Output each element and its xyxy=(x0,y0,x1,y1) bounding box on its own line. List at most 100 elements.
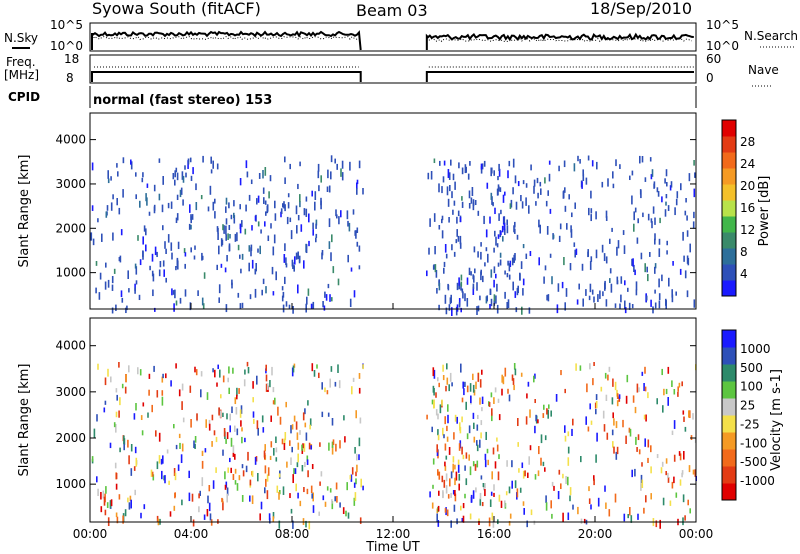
power-cell xyxy=(297,183,299,190)
velocity-cell xyxy=(353,482,356,488)
velocity-cell xyxy=(476,460,479,468)
velocity-cell xyxy=(161,390,164,396)
power-cell xyxy=(521,201,524,209)
power-cell xyxy=(635,289,638,296)
velocity-cell xyxy=(160,458,163,465)
power-cell xyxy=(495,273,497,279)
power-cell xyxy=(644,263,646,273)
power-cell xyxy=(331,297,333,302)
power-cell xyxy=(443,261,446,268)
power-cell xyxy=(537,192,539,199)
velocity-cell xyxy=(618,394,621,399)
power-cell xyxy=(654,233,656,241)
power-cell xyxy=(433,213,436,222)
velocity-cell xyxy=(644,366,646,374)
velocity-cell xyxy=(562,473,564,479)
power-cell xyxy=(462,291,464,299)
power-cell xyxy=(640,252,643,260)
velocity-cell xyxy=(579,365,582,371)
velocity-cell xyxy=(472,373,474,381)
power-cell xyxy=(435,270,438,278)
power-cell xyxy=(468,267,471,276)
velocity-colorbar-tick: -500 xyxy=(740,455,767,469)
velocity-cell xyxy=(498,454,500,460)
velocity-cell xyxy=(447,494,450,499)
velocity-cell xyxy=(560,370,562,376)
velocity-cell xyxy=(228,387,230,395)
velocity-cell xyxy=(456,416,458,424)
power-cell xyxy=(652,206,655,214)
velocity-cell xyxy=(448,384,450,392)
velocity-cell xyxy=(234,480,237,485)
power-cell xyxy=(539,181,542,187)
velocity-cell xyxy=(140,512,142,519)
power-cell xyxy=(221,239,224,246)
velocity-cell xyxy=(595,400,598,409)
power-cell xyxy=(254,268,257,275)
power-cell xyxy=(135,266,138,275)
power-cell xyxy=(495,236,497,246)
power-cell xyxy=(587,249,589,257)
power-cell xyxy=(207,206,210,212)
velocity-cell xyxy=(669,500,672,506)
power-cell xyxy=(142,172,144,178)
power-cell xyxy=(250,247,252,257)
power-cell xyxy=(231,279,233,286)
power-cell xyxy=(664,209,667,217)
power-cell xyxy=(214,198,216,204)
power-cell xyxy=(362,188,364,195)
velocity-cell xyxy=(260,501,263,510)
velocity-cell xyxy=(109,500,112,509)
power-cell xyxy=(355,230,357,239)
power-cell xyxy=(328,241,331,249)
power-cell xyxy=(633,264,635,273)
power-cell xyxy=(190,214,192,220)
power-cell xyxy=(429,218,431,227)
velocity-cell xyxy=(292,520,294,529)
velocity-cell xyxy=(362,485,364,491)
velocity-cell xyxy=(337,364,339,373)
velocity-cell xyxy=(632,395,635,403)
power-panel-frame xyxy=(89,112,697,310)
power-cell xyxy=(121,297,124,303)
velocity-cell xyxy=(319,442,321,447)
velocity-cell xyxy=(239,409,242,418)
velocity-cell xyxy=(593,475,595,481)
velocity-cell xyxy=(689,410,691,419)
velocity-cell xyxy=(465,478,468,486)
velocity-cell xyxy=(226,413,228,420)
power-cell xyxy=(506,225,509,234)
power-cell xyxy=(633,223,635,232)
velocity-colorbar-swatch xyxy=(722,466,736,484)
power-cell xyxy=(265,211,267,216)
velocity-cell xyxy=(595,394,598,401)
power-cell xyxy=(436,288,438,294)
velocity-cell xyxy=(647,457,649,463)
velocity-cell xyxy=(447,414,449,424)
time-axis-title: Time UT xyxy=(365,540,419,554)
power-colorbar-swatch xyxy=(722,200,736,217)
velocity-cell xyxy=(589,363,591,370)
power-cell xyxy=(184,165,186,170)
velocity-cell xyxy=(110,499,113,507)
velocity-cell xyxy=(551,481,554,487)
velocity-cell xyxy=(473,436,476,443)
power-cell xyxy=(605,256,608,264)
velocity-cell xyxy=(356,464,358,473)
velocity-cell xyxy=(303,443,306,452)
power-cell xyxy=(494,230,496,237)
velocity-cell xyxy=(534,474,537,480)
velocity-cell xyxy=(451,382,453,387)
power-cell xyxy=(336,163,338,170)
velocity-cell xyxy=(449,372,452,382)
power-cell xyxy=(256,198,258,205)
power-cell xyxy=(101,233,103,242)
velocity-cell xyxy=(311,493,313,499)
power-cell xyxy=(544,265,547,271)
velocity-cell xyxy=(572,418,574,426)
power-cell xyxy=(193,255,196,260)
velocity-cell xyxy=(511,374,514,381)
power-cell xyxy=(461,196,463,201)
velocity-cell xyxy=(109,442,112,449)
velocity-cell xyxy=(572,504,574,510)
